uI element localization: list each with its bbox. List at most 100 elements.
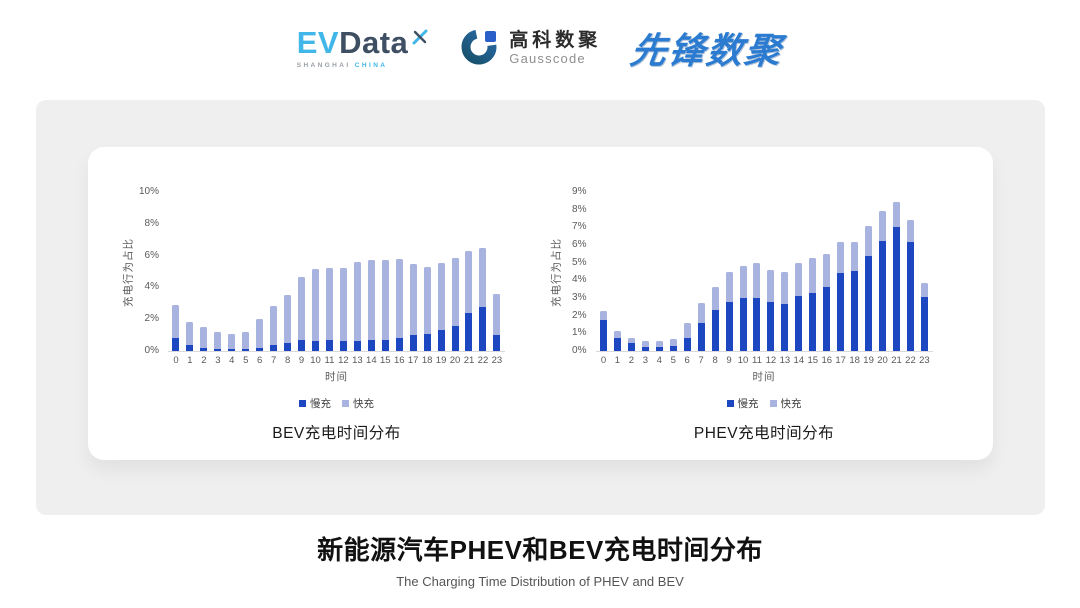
x-tick: 21 [463, 355, 475, 366]
快充-segment [892, 201, 900, 228]
bar-hour-9 [298, 192, 306, 351]
legend: 慢充 快充 [596, 396, 933, 411]
慢充-segment [837, 273, 845, 351]
bar-hour-2 [627, 192, 635, 351]
bar-cell [490, 192, 504, 351]
x-tick: 15 [379, 355, 391, 366]
bar-cell [750, 192, 764, 351]
慢充-segment [451, 325, 459, 351]
慢充-segment [865, 256, 873, 351]
chart-bev: 充电行为占比 0% 2% 4% 6% 8% 10% 0 1 2 3 4 5 6 7 8 9 10 11 12 13 1… [88, 187, 541, 443]
慢充-segment [739, 298, 747, 351]
x-tick: 14 [793, 355, 805, 366]
y-axis-label: 充电行为占比 [122, 237, 135, 307]
y-axis-label: 充电行为占比 [550, 237, 562, 307]
bar-hour-14 [795, 192, 803, 351]
快充-segment [837, 242, 845, 274]
x-tick: 10 [310, 355, 321, 366]
慢充-segment [627, 343, 635, 351]
快充-segment [172, 304, 180, 339]
gausscode-c-icon [458, 25, 500, 72]
legend-label: 慢充 [310, 398, 331, 411]
bar-cell [253, 192, 267, 351]
快充-segment [353, 261, 361, 342]
快充-segment [312, 269, 319, 341]
x-tick: 16 [393, 355, 405, 366]
y-tick: 8% [144, 217, 159, 229]
bar-hour-13 [353, 192, 361, 351]
x-tick: 2 [628, 355, 635, 366]
bar-cell [309, 192, 323, 351]
xianfeng-shuju-logo: 先锋数聚 [628, 30, 786, 71]
bar-cell [652, 192, 666, 351]
x-tick: 5 [243, 355, 249, 366]
bar-cell [834, 192, 848, 351]
bar-cell [778, 192, 792, 351]
bar-hour-7 [270, 192, 278, 351]
bar-hour-3 [214, 192, 222, 351]
bar-hour-16 [395, 192, 403, 351]
x-tick: 14 [366, 355, 377, 366]
bar-cell [624, 192, 638, 351]
evdata-tagline: SHANGHAI CHINA [297, 62, 388, 69]
legend-swatch [342, 400, 349, 408]
y-tick: 9% [572, 186, 587, 197]
legend-label: 快充 [353, 398, 374, 411]
y-tick: 3% [572, 292, 587, 304]
x-tick: 18 [849, 355, 860, 366]
bar-cell [694, 192, 708, 351]
bar-hour-12 [339, 192, 347, 351]
慢充-segment [479, 307, 487, 351]
bar-hour-18 [851, 192, 859, 351]
快充-segment [423, 266, 431, 334]
bar-cell [336, 192, 350, 351]
慢充-segment [312, 340, 319, 351]
慢充-segment [214, 349, 222, 351]
bar-hour-4 [655, 192, 663, 351]
bar-cell [183, 192, 197, 351]
快充-segment [879, 210, 887, 242]
bar-hour-16 [823, 192, 831, 351]
快充-segment [339, 268, 347, 342]
慢充-segment [879, 241, 887, 351]
慢充-segment [298, 339, 306, 351]
bars-row [168, 192, 505, 351]
慢充-segment [395, 338, 403, 351]
x-tick: 6 [684, 355, 690, 366]
bar-cell [722, 192, 736, 351]
bar-hour-19 [437, 192, 445, 351]
phev-plot-area: 充电行为占比 0% 1% 2% 3% 4% 5% 6% 7% 8% 9% [550, 187, 933, 356]
bar-cell [267, 192, 281, 351]
x-tick: 0 [600, 355, 607, 366]
bar-cell [610, 192, 624, 351]
bars-row [596, 192, 933, 351]
bar-hour-4 [228, 192, 236, 351]
x-tick: 15 [807, 355, 819, 366]
bar-hour-15 [809, 192, 817, 351]
chart-panel: 充电行为占比 0% 2% 4% 6% 8% 10% 0 1 2 3 4 5 6 7 8 9 10 11 12 13 1… [36, 100, 1045, 515]
legend-item-慢充: 慢充 [726, 396, 759, 411]
慢充-segment [781, 304, 789, 351]
gausscode-cn-name: 高科数聚 [509, 29, 602, 51]
x-tick: 7 [271, 355, 277, 366]
bar-hour-20 [451, 192, 459, 351]
bar-hour-21 [892, 192, 900, 351]
快充-segment [683, 322, 691, 338]
慢充-segment [599, 320, 607, 351]
快充-segment [437, 262, 445, 331]
快充-segment [228, 333, 236, 350]
慢充-segment [725, 301, 733, 351]
x-tick: 18 [421, 355, 433, 366]
x-tick: 3 [642, 355, 648, 366]
bar-hour-10 [739, 192, 747, 351]
bar-cell [736, 192, 750, 351]
bar-hour-9 [725, 192, 733, 351]
x-tick: 19 [863, 355, 874, 366]
y-tick: 5% [572, 256, 587, 268]
x-tick: 13 [779, 355, 791, 366]
chart-below: 时间 慢充 快充 PHEV充电时间分布 [596, 369, 933, 443]
快充-segment [325, 268, 333, 340]
bar-cell [378, 192, 392, 351]
x-tick: 3 [215, 355, 221, 366]
y-tick: 4% [144, 281, 159, 293]
